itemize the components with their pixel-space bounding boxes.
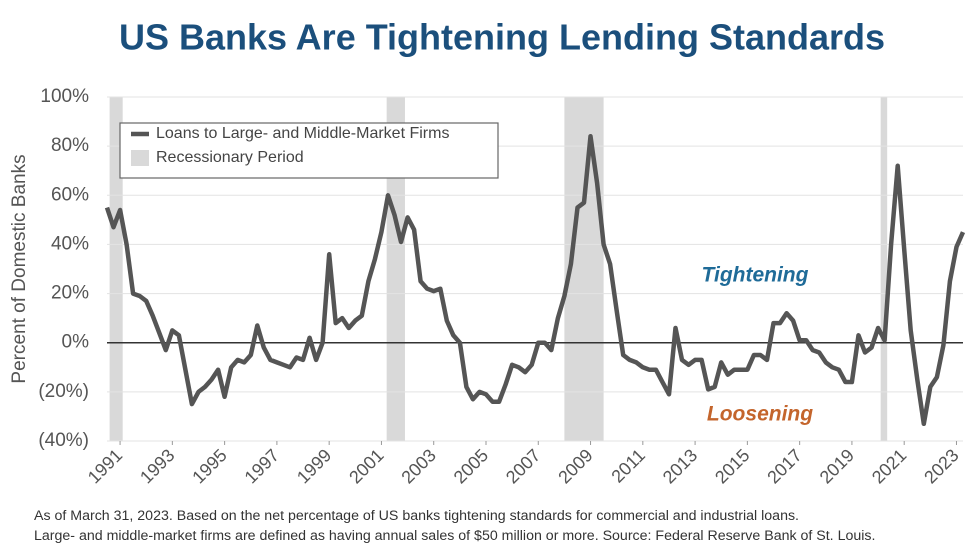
x-tick-label: 2009 — [554, 445, 596, 487]
y-tick-label: (40%) — [38, 430, 89, 451]
x-tick-label: 2019 — [816, 445, 858, 487]
x-tick-label: 1997 — [241, 445, 283, 487]
y-tick-label: 20% — [51, 283, 89, 304]
x-tick-label: 2003 — [397, 445, 439, 487]
legend-box — [119, 122, 499, 179]
x-tick-label: 2021 — [868, 445, 910, 487]
legend-label: Loans to Large- and Middle-Market Firms — [156, 125, 449, 142]
legend-swatch — [131, 150, 149, 166]
x-tick-label: 2017 — [763, 445, 805, 487]
annotation: Loosening — [707, 403, 813, 426]
x-tick-label: 2007 — [502, 445, 544, 487]
x-tick-label: 2011 — [607, 445, 649, 487]
recession-band — [386, 97, 405, 441]
x-tick-label: 1999 — [293, 445, 335, 487]
y-tick-label: (20%) — [38, 381, 89, 402]
annotation: Tightening — [702, 264, 809, 287]
footnote: Large- and middle-market firms are defin… — [34, 528, 875, 544]
legend-label: Recessionary Period — [156, 149, 304, 166]
y-tick-label: 100% — [40, 86, 89, 107]
x-tick-label: 2023 — [920, 445, 962, 487]
x-tick-label: 1991 — [84, 445, 126, 487]
recession-band — [880, 97, 888, 441]
x-tick-label: 1993 — [136, 445, 178, 487]
x-tick-label: 2013 — [659, 445, 701, 487]
footnote: As of March 31, 2023. Based on the net p… — [34, 508, 799, 524]
x-tick-label: 1995 — [188, 445, 230, 487]
y-tick-label: 60% — [51, 184, 89, 205]
y-tick-label: 40% — [51, 233, 89, 254]
recession-band — [109, 97, 123, 441]
x-tick-label: 2015 — [711, 445, 753, 487]
x-tick-label: 2001 — [345, 445, 387, 487]
chart-title: US Banks Are Tightening Lending Standard… — [119, 17, 885, 58]
x-tick-label: 2005 — [450, 445, 492, 487]
y-axis-label: Percent of Domestic Banks — [9, 154, 30, 383]
y-tick-label: 0% — [62, 332, 90, 353]
series-line — [104, 134, 966, 427]
y-tick-label: 80% — [51, 135, 89, 156]
